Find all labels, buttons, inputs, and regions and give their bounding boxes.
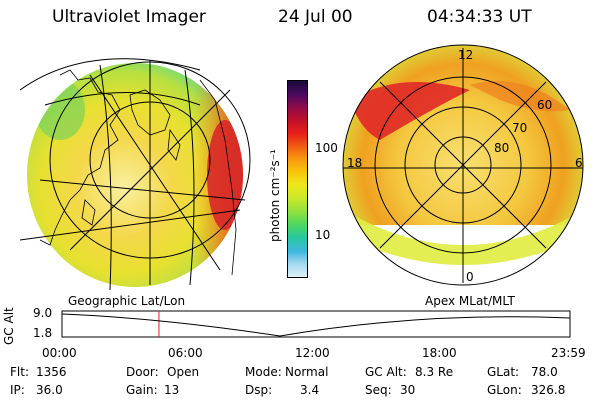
dsp-value: 3.4 bbox=[300, 383, 320, 397]
mlt-label-18: 18 bbox=[347, 156, 363, 170]
geographic-auroral-image bbox=[27, 63, 243, 287]
time-tick-1200: 12:00 bbox=[295, 346, 330, 360]
altitude-min-label: 1.8 bbox=[33, 326, 53, 340]
ip-label: IP: bbox=[10, 383, 25, 397]
glon-label: GLon: bbox=[487, 383, 522, 397]
gain-label: Gain: bbox=[126, 383, 158, 397]
seq-value: 30 bbox=[400, 383, 416, 397]
time-tick-1800: 18:00 bbox=[422, 346, 457, 360]
intensity-colorbar bbox=[287, 80, 308, 278]
geographic-grid bbox=[19, 58, 251, 291]
observation-time: 04:34:33 UT bbox=[427, 7, 532, 27]
seq-label: Seq: bbox=[365, 383, 392, 397]
colorbar-tick-100: 100 bbox=[315, 141, 338, 155]
flt-label: Flt: bbox=[10, 365, 29, 379]
instrument-title: Ultraviolet Imager bbox=[52, 7, 206, 27]
gain-value: 13 bbox=[164, 383, 180, 397]
altitude-curve bbox=[61, 313, 571, 337]
mlt-label-12: 12 bbox=[458, 48, 474, 62]
time-tick-2359: 23:59 bbox=[551, 346, 586, 360]
mlat-label-70: 70 bbox=[512, 121, 528, 135]
magnetic-grid bbox=[342, 44, 584, 286]
mlat-label-80: 80 bbox=[494, 141, 510, 155]
flt-value: 1356 bbox=[36, 365, 67, 379]
door-label: Door: bbox=[126, 365, 159, 379]
coastline-outline bbox=[39, 69, 237, 276]
dsp-label: Dsp: bbox=[245, 383, 273, 397]
glat-label: GLat: bbox=[487, 365, 520, 379]
magnetic-panel-label: Apex MLat/MLT bbox=[425, 294, 515, 308]
gcalt-value: 8.3 Re bbox=[415, 365, 454, 379]
glon-value: 326.8 bbox=[531, 383, 566, 397]
mlt-label-6: 6 bbox=[575, 156, 583, 170]
mlat-label-60: 60 bbox=[537, 98, 553, 112]
colorbar-tick-10: 10 bbox=[315, 228, 331, 242]
observation-date: 24 Jul 00 bbox=[278, 7, 353, 27]
gcalt-label: GC Alt: bbox=[365, 365, 407, 379]
altitude-plot bbox=[61, 310, 571, 338]
geographic-panel-label: Geographic Lat/Lon bbox=[68, 294, 186, 308]
door-value: Open bbox=[167, 365, 200, 379]
mode-label: Mode: bbox=[245, 365, 282, 379]
colorbar-unit-label: photon cm⁻²s⁻¹ bbox=[268, 149, 282, 242]
mode-value: Normal bbox=[285, 365, 329, 379]
ip-value: 36.0 bbox=[36, 383, 63, 397]
glat-value: 78.0 bbox=[531, 365, 558, 379]
altitude-max-label: 9.0 bbox=[33, 306, 53, 320]
time-tick-0000: 00:00 bbox=[42, 346, 77, 360]
time-tick-0600: 06:00 bbox=[168, 346, 203, 360]
altitude-axis-label: GC Alt bbox=[2, 307, 16, 345]
mlt-label-0: 0 bbox=[466, 270, 474, 284]
